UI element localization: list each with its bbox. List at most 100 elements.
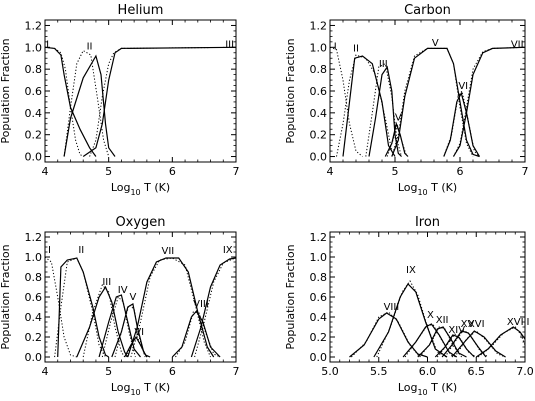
series-label-ii: II xyxy=(78,245,84,256)
series-label-v: V xyxy=(432,38,439,49)
x-tick-label: 5 xyxy=(392,165,399,178)
curve-group xyxy=(349,280,525,358)
series-label-v: V xyxy=(395,112,402,123)
series-label-iv: IV xyxy=(118,285,128,296)
x-axis-label-base: Log xyxy=(111,381,131,394)
x-tick-label: 7 xyxy=(522,165,529,178)
y-tick-label: 1.0 xyxy=(25,251,43,264)
series-solid-vi xyxy=(443,91,481,157)
y-tick-label: 0.8 xyxy=(310,271,328,284)
y-tick-label: 1.0 xyxy=(310,41,328,54)
series-solid-v xyxy=(384,121,409,157)
y-tick-label: 0.4 xyxy=(25,107,43,120)
y-tick-label: 0.6 xyxy=(310,85,328,98)
x-tick-label: 6.0 xyxy=(419,365,437,378)
chart-panel-iron: Iron 0.0 0.2 0.4 0.6 0.8 1.0 1.2 5.0 5.5 6.0 6.5 7.0… xyxy=(284,215,534,397)
x-axis-label-rest: T (K) xyxy=(428,181,458,194)
x-axis-label-subscript: 10 xyxy=(130,388,140,397)
series-dotted-i xyxy=(45,46,84,157)
series-dotted-vii xyxy=(453,46,525,157)
x-tick-label: 4 xyxy=(42,365,49,378)
x-tick-label: 6 xyxy=(169,365,176,378)
series-label-i: I xyxy=(48,245,51,256)
series-dotted-iii xyxy=(82,284,126,358)
x-axis-label-rest: T (K) xyxy=(141,381,171,394)
y-tick-label: 0.2 xyxy=(25,129,43,142)
curve-group xyxy=(330,46,525,158)
x-tick-label: 7.0 xyxy=(516,365,534,378)
x-axis-label: Log10 T (K) xyxy=(111,181,170,197)
y-tick-label: 1.2 xyxy=(310,19,328,32)
chart-panel-helium: Helium 0.0 0.2 0.4 0.6 0.8 1.0 1.2 4 5 6 7 Log10 T (… xyxy=(0,3,240,197)
series-dotted-xii xyxy=(419,326,463,358)
x-tick-label: 5 xyxy=(105,165,112,178)
series-solid-i xyxy=(45,46,97,157)
x-axis-label-base: Log xyxy=(111,181,131,194)
x-axis-label-subscript: 10 xyxy=(417,388,427,397)
series-solid-ii xyxy=(63,54,116,157)
y-tick-label: 1.0 xyxy=(310,251,328,264)
plot-frame xyxy=(329,19,526,163)
series-dotted-ii xyxy=(336,54,396,157)
curve-group xyxy=(45,46,236,157)
x-tick-label: 7 xyxy=(233,165,240,178)
series-label-ii: II xyxy=(87,41,93,52)
y-axis-label: Population Fraction xyxy=(0,244,12,349)
x-tick-label: 5.0 xyxy=(321,365,339,378)
y-tick-label: 0.0 xyxy=(310,151,328,164)
y-tick-label: 1.2 xyxy=(25,19,43,32)
y-tick-label: 0.6 xyxy=(25,291,43,304)
series-label-vii: VII xyxy=(162,246,175,257)
x-tick-label: 4 xyxy=(327,165,334,178)
series-label-vii: VII xyxy=(511,39,524,50)
series-solid-xiv xyxy=(434,334,475,358)
x-axis-label-subscript: 10 xyxy=(417,188,427,197)
y-axis-label: Population Fraction xyxy=(284,38,297,143)
series-label-iii: III xyxy=(225,39,234,50)
series-dotted-ii xyxy=(54,257,106,358)
y-tick-label: 0.2 xyxy=(310,129,328,142)
series-solid-ii xyxy=(57,257,110,358)
series-label-i: I xyxy=(46,39,49,50)
chart-panel-oxygen: Oxygen 0.0 0.2 0.4 0.6 0.8 1.0 1.2 4 5 6 7 Log10 T (… xyxy=(0,215,240,397)
series-solid-viii xyxy=(171,309,221,358)
series-label-viii: VIII xyxy=(193,299,209,310)
x-axis-label-rest: T (K) xyxy=(428,381,458,394)
series-label-x: X xyxy=(427,310,434,321)
y-axis-label: Population Fraction xyxy=(284,244,297,349)
y-tick-label: 0.2 xyxy=(310,331,328,344)
y-tick-label: 0.6 xyxy=(310,291,328,304)
x-axis-label-base: Log xyxy=(398,381,418,394)
series-label-xii: XII xyxy=(436,315,449,326)
y-tick-label: 0.0 xyxy=(310,351,328,364)
series-label-xviii: XVIII xyxy=(507,317,530,328)
chart-panel-carbon: Carbon 0.0 0.2 0.4 0.6 0.8 1.0 1.2 4 5 6 7 Log10 T (… xyxy=(284,3,529,197)
series-solid-ix xyxy=(190,257,236,358)
series-solid-iii xyxy=(82,46,236,157)
y-tick-label: 0.0 xyxy=(25,151,43,164)
series-label-i: I xyxy=(334,41,337,52)
series-label-ii: II xyxy=(353,44,359,55)
series-label-xiv: XIV xyxy=(448,325,465,336)
x-tick-label: 5 xyxy=(105,365,112,378)
series-solid-viii xyxy=(349,312,428,358)
series-dotted-vii xyxy=(130,257,211,358)
series-solid-xviii xyxy=(475,326,525,358)
x-axis-label: Log10 T (K) xyxy=(398,381,457,397)
x-tick-label: 7 xyxy=(233,365,240,378)
series-label-iii: III xyxy=(102,277,111,288)
series-solid-vii xyxy=(127,257,215,358)
series-dotted-i xyxy=(45,256,77,358)
y-tick-label: 0.0 xyxy=(25,351,43,364)
series-solid-xv xyxy=(441,330,487,358)
x-tick-label: 6.5 xyxy=(468,365,486,378)
y-axis-label: Population Fraction xyxy=(0,38,12,143)
series-solid-iv xyxy=(98,294,141,358)
x-axis-label: Log10 T (K) xyxy=(111,381,170,397)
y-tick-label: 0.6 xyxy=(25,85,43,98)
series-solid-xvi xyxy=(451,330,506,358)
plot-frame xyxy=(329,231,526,363)
series-dotted-xviii xyxy=(477,326,525,358)
series-label-ix: IX xyxy=(406,265,416,276)
